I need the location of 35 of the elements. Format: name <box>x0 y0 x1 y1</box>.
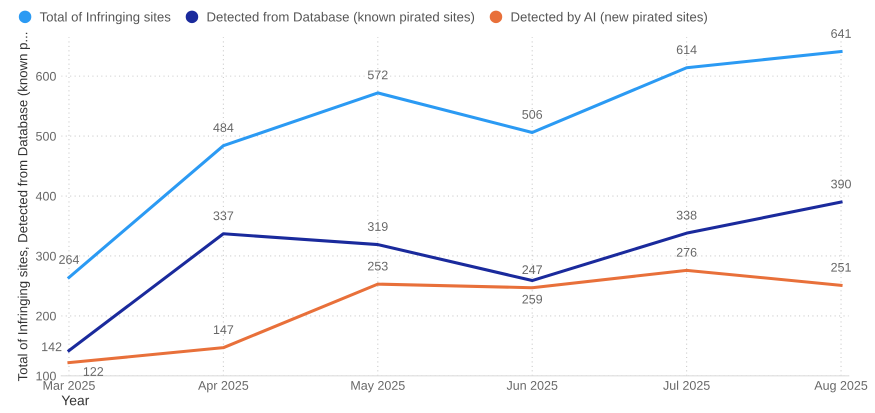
legend-label: Detected from Database (known pirated sites) <box>208 12 474 24</box>
x-tick-label: Apr 2025 <box>198 381 248 392</box>
data-label: 264 <box>59 255 80 264</box>
data-label: 338 <box>676 210 697 220</box>
data-label: 484 <box>213 123 234 132</box>
y-tick-label: 300 <box>36 252 56 261</box>
x-tick-label: May 2025 <box>351 381 405 392</box>
data-label: 247 <box>522 265 542 274</box>
data-label: 122 <box>84 367 104 376</box>
data-label: 641 <box>831 29 851 38</box>
legend-label: Detected by AI (new pirated sites) <box>512 12 707 24</box>
y-tick-label: 400 <box>36 192 56 201</box>
y-tick-label: 500 <box>36 132 56 141</box>
x-tick-label: Mar 2025 <box>44 381 95 390</box>
x-tick-label: Aug 2025 <box>814 381 868 392</box>
data-label: 142 <box>42 342 62 352</box>
data-label: 147 <box>214 325 234 334</box>
x-axis-title: Year <box>62 396 90 406</box>
x-tick-label: Jul 2025 <box>663 380 710 390</box>
data-label: 614 <box>676 45 697 54</box>
data-label: 251 <box>831 262 851 272</box>
data-label: 337 <box>213 211 234 220</box>
data-label: 259 <box>522 294 542 304</box>
data-label: 276 <box>676 248 696 257</box>
data-label: 506 <box>522 110 542 119</box>
y-tick-label: 100 <box>36 372 56 380</box>
data-label: 572 <box>368 70 388 80</box>
data-label: 319 <box>368 222 388 231</box>
legend-label: Total of Infringing sites <box>40 12 170 24</box>
y-axis-title: Total of Infringing sites, Detected from Database (known p... <box>18 32 30 382</box>
x-tick-label: Jun 2025 <box>506 381 558 390</box>
data-label: 253 <box>368 262 388 271</box>
y-tick-label: 200 <box>36 312 56 321</box>
data-label: 390 <box>831 180 851 188</box>
y-tick-label: 600 <box>36 72 56 81</box>
